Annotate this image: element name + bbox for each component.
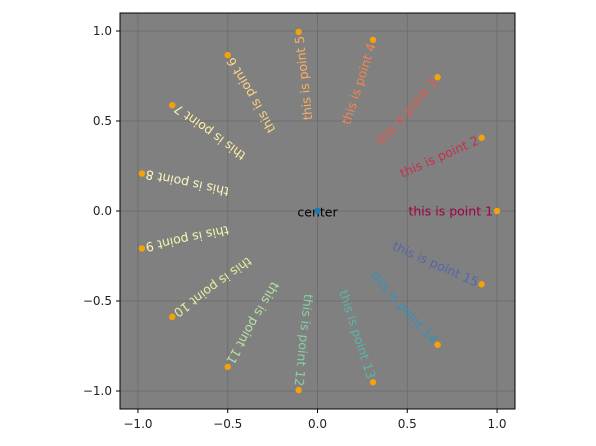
y-axis-ticks: −1.0 −0.5 0.0 0.5 1.0 xyxy=(83,24,120,398)
plot-frame xyxy=(119,12,516,410)
data-point xyxy=(295,386,302,394)
y-tick-label: −1.0 xyxy=(83,384,112,398)
point-label: this is point 1 xyxy=(408,204,493,219)
data-point xyxy=(478,134,485,141)
y-tick-label: −0.5 xyxy=(83,294,112,308)
data-point xyxy=(493,207,501,215)
data-point xyxy=(478,281,485,288)
data-point xyxy=(169,101,176,109)
center-point xyxy=(314,207,321,215)
data-point xyxy=(138,245,146,252)
data-point xyxy=(369,378,377,386)
data-point xyxy=(224,363,231,371)
x-tick-label: 1.0 xyxy=(487,417,506,431)
x-tick-label: −1.0 xyxy=(123,417,152,431)
x-axis-ticks: −1.0 −0.5 0.0 0.5 1.0 xyxy=(123,409,507,431)
data-point xyxy=(169,313,176,321)
x-tick-label: −0.5 xyxy=(213,417,242,431)
data-point xyxy=(138,170,146,177)
data-point xyxy=(434,341,441,348)
x-tick-label: 0.5 xyxy=(398,417,417,431)
data-point xyxy=(295,28,302,36)
y-tick-label: 0.5 xyxy=(93,114,112,128)
data-points xyxy=(138,28,501,394)
data-point xyxy=(369,36,377,44)
data-point xyxy=(434,74,441,81)
x-tick-label: 0.0 xyxy=(308,417,327,431)
y-tick-label: 1.0 xyxy=(93,24,112,38)
y-tick-label: 0.0 xyxy=(93,204,112,218)
data-point xyxy=(224,51,231,59)
